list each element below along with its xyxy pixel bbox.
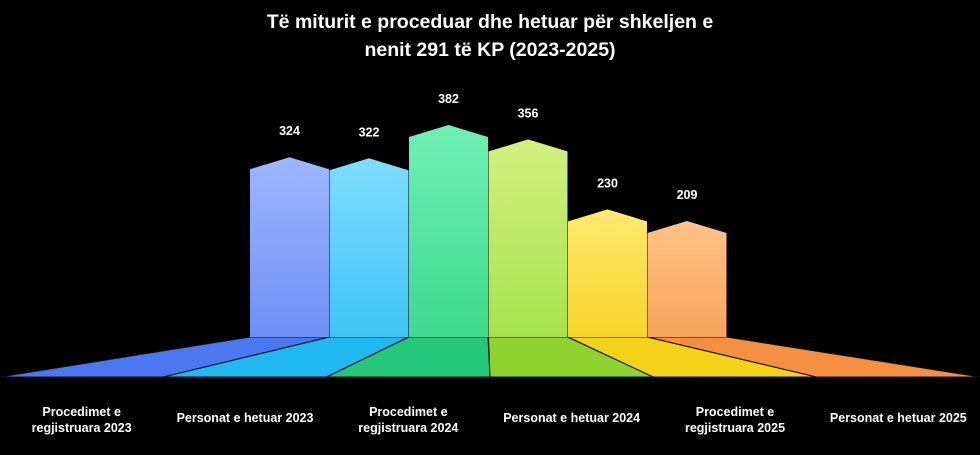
- category-label: Procedimet e regjistruara 2023: [32, 405, 132, 435]
- chart-title-line-2: nenit 291 të KP (2023-2025): [364, 39, 616, 61]
- category-label: Personat e hetuar 2024: [503, 411, 640, 425]
- value-labels: 324 322 382 356 230 209: [279, 92, 697, 202]
- bar: [329, 158, 409, 337]
- bar-layer: [250, 125, 727, 337]
- category-labels: Procedimet e regjistruara 2023 Personat e …: [32, 405, 967, 435]
- chart-title: Të miturit e proceduar dhe hetuar për sh…: [0, 8, 980, 64]
- value-label: 382: [438, 92, 459, 106]
- chart-title-line-1: Të miturit e proceduar dhe hetuar për sh…: [266, 11, 714, 33]
- value-label: 209: [677, 188, 698, 202]
- floor-layer: [0, 336, 980, 378]
- category-label: Procedimet e regjistruara 2025: [685, 405, 785, 435]
- bar: [647, 221, 727, 337]
- value-label: 356: [518, 106, 539, 120]
- bar: [488, 139, 568, 337]
- bar: [250, 157, 329, 337]
- bar: [409, 125, 488, 337]
- category-label: Personat e hetuar 2025: [830, 411, 967, 425]
- value-label: 322: [359, 125, 380, 139]
- bar: [568, 209, 647, 337]
- category-label: Procedimet e regjistruara 2024: [358, 405, 458, 435]
- value-label: 324: [279, 124, 300, 138]
- value-label: 230: [597, 176, 618, 190]
- category-label: Personat e hetuar 2023: [177, 411, 314, 425]
